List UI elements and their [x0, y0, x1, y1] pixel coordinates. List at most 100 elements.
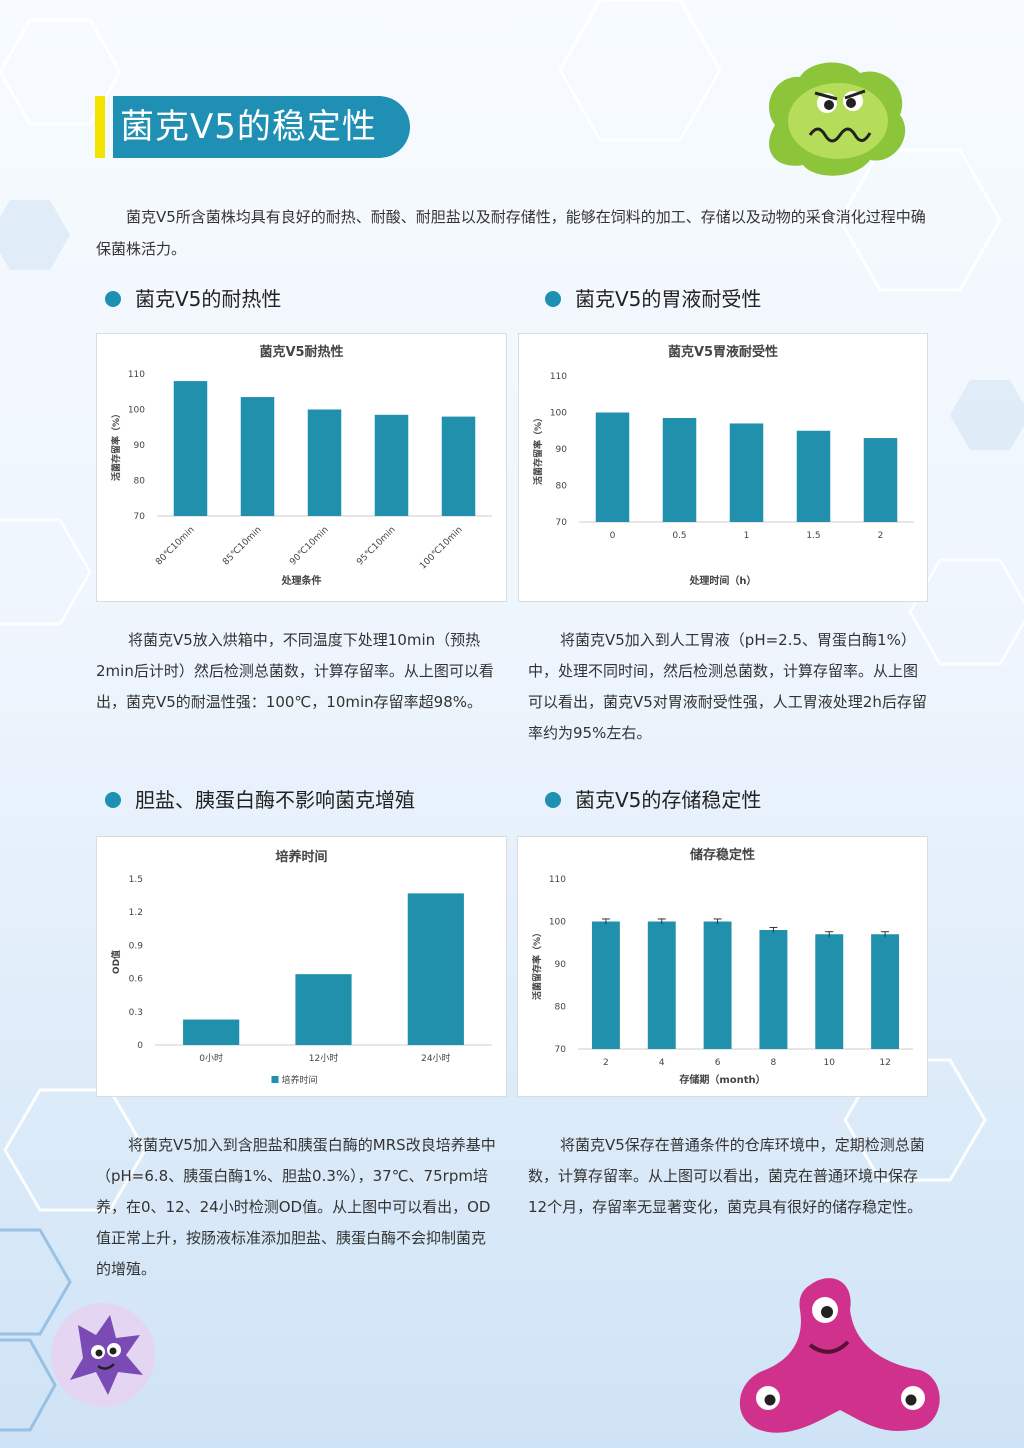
bar: [240, 397, 275, 516]
gastric-chart-panel: 菌克V5胃液耐受性 70 80 90 100 110 活菌存留率（%） 0 0.5 1 1.5 2 处理…: [518, 333, 928, 602]
x-tick-label: 80℃10min: [154, 525, 196, 567]
y-tick-label: 0.9: [129, 941, 144, 951]
chart-title: 培养时间: [275, 849, 327, 865]
x-tick-label: 12小时: [309, 1052, 338, 1064]
y-tick-label: 100: [550, 409, 567, 419]
intro-paragraph: 菌克V5所含菌株均具有良好的耐热、耐酸、耐胆盐以及耐存储性，能够在饲料的加工、存…: [96, 208, 926, 258]
section-heading-label: 菌克V5的胃液耐受性: [575, 287, 762, 311]
heat-chart: 菌克V5耐热性 70 80 90 100 110 活菌存留率（%） 80℃10min 85℃10…: [110, 344, 492, 587]
y-tick-label: 110: [550, 372, 567, 382]
bullet-dot: [105, 291, 121, 307]
y-tick-label: 110: [549, 875, 566, 885]
y-tick-label: 110: [128, 370, 145, 380]
x-axis-label: 处理时间（h）: [688, 574, 756, 587]
y-tick-label: 1.2: [129, 908, 143, 918]
x-tick-label: 0.5: [672, 531, 686, 541]
x-tick-label: 12: [879, 1058, 890, 1068]
storage-chart: 储存稳定性 70 80 90 100 110 活菌留存率（%） 2 4 6 8 10 12 存储期（mon…: [531, 847, 913, 1086]
x-tick-label: 95℃10min: [355, 525, 397, 567]
bile-paragraph: 将菌克V5加入到含胆盐和胰蛋白酶的MRS改良培养基中（pH=6.8、胰蛋白酶1%…: [96, 1136, 496, 1278]
y-axis-label: 活菌留存率（%）: [531, 928, 543, 1000]
bar: [759, 930, 788, 1049]
y-tick-label: 0.6: [129, 975, 144, 985]
storage-paragraph: 将菌克V5保存在普通条件的仓库环境中，定期检测总菌数，计算存留率。从上图可以看出…: [528, 1136, 925, 1216]
green-germ-illustration: [769, 62, 906, 176]
chart-title: 菌克V5胃液耐受性: [668, 344, 778, 360]
heat-paragraph: 将菌克V5放入烘箱中，不同温度下处理10min（预热2min后计时）然后检测总菌…: [96, 631, 494, 711]
section-heading-label: 菌克V5的耐热性: [135, 287, 282, 311]
title-banner: [95, 96, 410, 158]
title-pill: [113, 96, 410, 158]
storage-chart-panel: 储存稳定性 70 80 90 100 110 活菌留存率（%） 2 4 6 8 10 12 存储期（mon…: [517, 836, 928, 1097]
bullet-dot: [105, 792, 121, 808]
bar: [863, 438, 898, 522]
x-tick-label: 100℃10min: [418, 525, 464, 571]
x-tick-label: 2: [878, 531, 884, 541]
x-tick-label: 1.5: [806, 531, 820, 541]
gastric-paragraph: 将菌克V5加入到人工胃液（pH=2.5、胃蛋白酶1%）中，处理不同时间，然后检测…: [528, 631, 927, 742]
od-chart-panel: 培养时间 0 0.3 0.6 0.9 1.2 1.5 OD值 0小时 12小时 24小时 培养时间: [96, 836, 507, 1097]
chart-title: 菌克V5耐热性: [259, 344, 343, 360]
x-tick-label: 10: [824, 1058, 836, 1068]
y-tick-label: 70: [556, 518, 568, 528]
x-tick-label: 0: [610, 531, 616, 541]
y-tick-label: 80: [556, 482, 568, 492]
x-tick-label: 2: [603, 1058, 609, 1068]
bar: [295, 974, 352, 1045]
bar: [441, 416, 476, 516]
x-tick-label: 0小时: [199, 1052, 223, 1064]
x-tick-label: 24小时: [421, 1052, 450, 1064]
y-tick-label: 70: [134, 512, 146, 522]
bar: [591, 921, 620, 1049]
y-tick-label: 70: [555, 1045, 567, 1055]
x-tick-label: 90℃10min: [288, 525, 330, 567]
y-tick-label: 80: [555, 1003, 567, 1013]
pink-germ-illustration: [739, 1278, 940, 1433]
bar: [815, 934, 844, 1049]
y-tick-label: 0.3: [129, 1008, 143, 1018]
bar: [183, 1019, 240, 1045]
legend-label: 培养时间: [282, 1074, 318, 1086]
chart-title: 储存稳定性: [689, 847, 755, 863]
page-title: 菌克V5的稳定性: [120, 107, 377, 147]
bar: [871, 934, 900, 1049]
gastric-chart: 菌克V5胃液耐受性 70 80 90 100 110 活菌存留率（%） 0 0.5 1 1.5 2 处理…: [532, 344, 914, 587]
x-axis-label: 处理条件: [281, 574, 322, 587]
y-axis-label: 活菌存留率（%）: [532, 413, 544, 485]
y-tick-label: 90: [556, 445, 568, 455]
x-tick-label: 4: [659, 1058, 665, 1068]
y-tick-label: 90: [134, 441, 146, 451]
y-tick-label: 1.5: [129, 875, 143, 885]
y-tick-label: 0: [137, 1041, 143, 1051]
y-tick-label: 100: [549, 918, 566, 928]
y-axis-label: OD值: [110, 950, 122, 974]
bar: [595, 412, 630, 522]
y-axis-label: 活菌存留率（%）: [110, 409, 122, 481]
section-heading-label: 胆盐、胰蛋白酶不影响菌克增殖: [135, 788, 415, 812]
section-heading-label: 菌克V5的存储稳定性: [575, 788, 762, 812]
y-tick-label: 80: [134, 477, 146, 487]
bar: [796, 430, 831, 522]
x-tick-label: 8: [771, 1058, 777, 1068]
bullet-dot: [545, 792, 561, 808]
bar: [173, 381, 208, 516]
bullet-dot: [545, 291, 561, 307]
x-axis-label: 存储期（month）: [679, 1073, 765, 1086]
purple-germ-illustration: [51, 1303, 155, 1407]
bar: [374, 414, 409, 516]
bar: [407, 893, 464, 1045]
bar: [703, 921, 732, 1049]
bar: [729, 423, 764, 522]
heat-chart-panel: 菌克V5耐热性 70 80 90 100 110 活菌存留率（%） 80℃10min 85℃10…: [96, 333, 507, 602]
x-tick-label: 6: [715, 1058, 721, 1068]
bar: [662, 417, 697, 522]
title-accent-bar: [95, 96, 105, 158]
y-tick-label: 100: [128, 406, 145, 416]
x-tick-label: 85℃10min: [221, 525, 263, 567]
bar: [647, 921, 676, 1049]
bar: [307, 409, 342, 516]
y-tick-label: 90: [555, 960, 567, 970]
x-tick-label: 1: [744, 531, 750, 541]
